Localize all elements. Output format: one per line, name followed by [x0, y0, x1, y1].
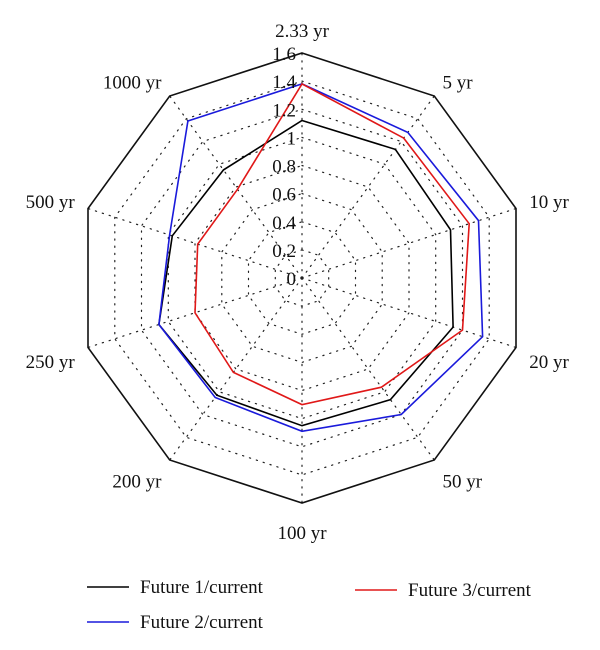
grid-ring — [167, 136, 437, 420]
axis-label: 100 yr — [277, 523, 327, 544]
axis-label: 5 yr — [443, 73, 474, 94]
tick-label: 0.8 — [272, 157, 296, 178]
series-line-1 — [158, 119, 454, 427]
tick-label: 0 — [287, 269, 297, 290]
axis-label: 250 yr — [26, 352, 76, 373]
axis-label: 20 yr — [529, 352, 569, 373]
grid-ring — [194, 164, 410, 392]
grid-spoke — [87, 277, 303, 349]
radar-frame — [87, 52, 517, 504]
radial-tick-labels: 0 0.2 0.4 0.6 0.8 1 1.2 1.4 1.6 — [272, 44, 296, 290]
axis-label: 200 yr — [112, 471, 162, 492]
radar-grid — [114, 80, 490, 476]
grid-spoke — [301, 277, 517, 349]
legend-label: Future 3/current — [408, 580, 532, 601]
tick-label: 0.4 — [272, 213, 296, 234]
outer-frame — [87, 52, 517, 504]
grid-spoke — [87, 207, 303, 279]
tick-label: 1 — [287, 128, 297, 149]
tick-label: 1.4 — [272, 72, 296, 93]
tick-label: 1.6 — [272, 44, 296, 65]
series-line-3 — [194, 82, 471, 406]
legend-label: Future 1/current — [140, 577, 264, 598]
radar-spokes — [87, 52, 517, 504]
tick-label: 1.2 — [272, 100, 296, 121]
axis-label: 500 yr — [26, 192, 76, 213]
axis-label: 50 yr — [443, 471, 483, 492]
series-line-2 — [158, 83, 484, 433]
legend-label: Future 2/current — [140, 612, 264, 633]
axis-label: 1000 yr — [103, 73, 162, 94]
axis-label: 2.33 yr — [275, 21, 330, 42]
axis-labels: 2.33 yr 5 yr 10 yr 20 yr 50 yr 100 yr 200 yr 25… — [26, 21, 570, 544]
legend: Future 1/current Future 2/current Future 3… — [87, 577, 532, 633]
grid-spoke — [169, 95, 303, 279]
grid-spoke — [301, 95, 435, 279]
grid-ring — [114, 80, 490, 476]
grid-spoke — [169, 277, 303, 461]
grid-ring — [221, 192, 383, 364]
grid-spoke — [301, 207, 517, 279]
tick-label: 0.2 — [272, 241, 296, 262]
tick-label: 0.6 — [272, 185, 296, 206]
grid-spoke — [301, 277, 435, 461]
axis-label: 10 yr — [529, 192, 569, 213]
grid-ring — [274, 249, 330, 307]
grid-ring — [140, 108, 464, 448]
radar-series — [158, 82, 484, 433]
grid-ring — [247, 221, 357, 335]
